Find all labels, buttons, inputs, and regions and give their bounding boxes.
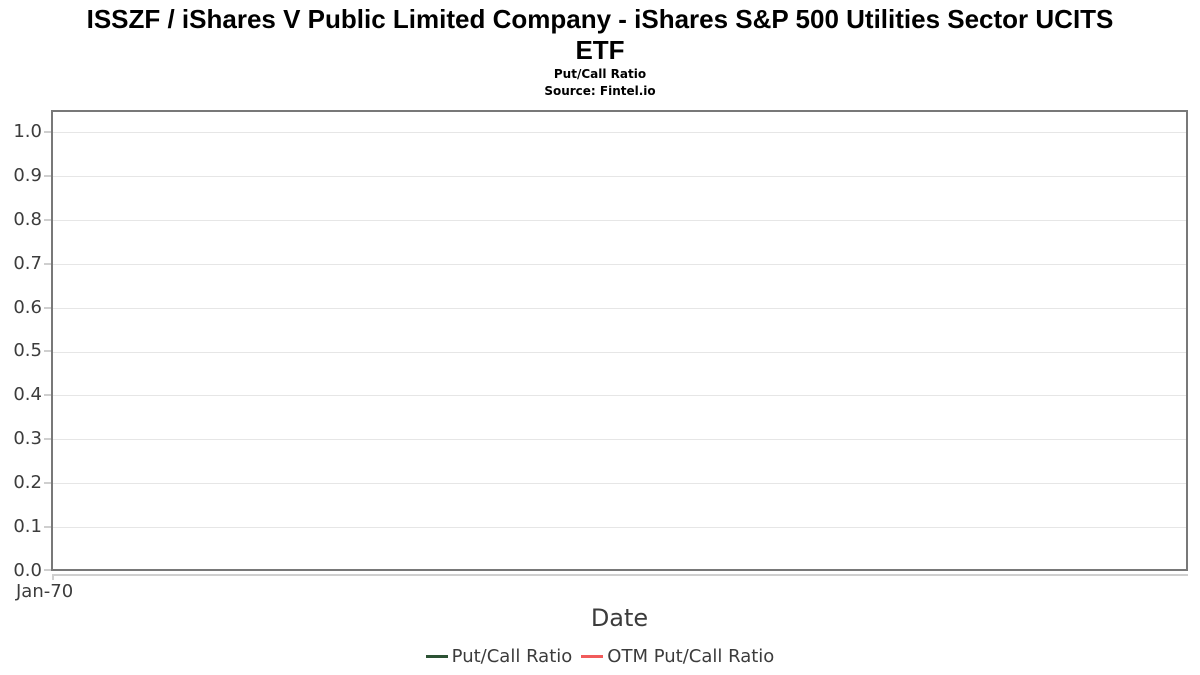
x-axis-title: Date [590, 604, 649, 632]
y-axis-ticks [44, 110, 51, 571]
gridline [53, 527, 1186, 528]
putcall-line-swatch-icon [425, 655, 448, 658]
y-tick-label: 0.7 [13, 253, 42, 274]
legend-label-otm-putcall: OTM Put/Call Ratio [607, 646, 775, 667]
y-tick [44, 263, 51, 265]
chart-title-line1: ISSZF / iShares V Public Limited Company… [86, 4, 1114, 34]
chart-legend: Put/Call Ratio OTM Put/Call Ratio [0, 646, 1200, 667]
y-tick-label: 0.3 [13, 428, 42, 449]
y-tick [44, 482, 51, 484]
legend-label-putcall: Put/Call Ratio [451, 646, 573, 667]
y-tick [44, 307, 51, 309]
y-tick-label: 1.0 [13, 121, 42, 142]
y-tick [44, 131, 51, 133]
plot-area [51, 110, 1188, 571]
gridline [53, 220, 1186, 221]
x-tick [52, 574, 54, 580]
x-axis-line [52, 574, 1188, 576]
gridline [53, 132, 1186, 133]
x-tick-label: Jan-70 [16, 581, 74, 602]
y-tick [44, 394, 51, 396]
y-axis-labels: 1.0 0.9 0.8 0.7 0.6 0.5 0.4 0.3 0.2 0.1 … [0, 110, 42, 581]
legend-item-otm-putcall: OTM Put/Call Ratio [581, 646, 774, 667]
chart-title-line2: ETF [575, 35, 625, 65]
y-tick-label: 0.9 [13, 165, 42, 186]
y-tick [44, 526, 51, 528]
y-tick-label: 0.5 [13, 340, 42, 361]
y-tick-label: 0.4 [13, 384, 42, 405]
otm-putcall-line-swatch-icon [581, 655, 604, 658]
y-tick [44, 219, 51, 221]
y-tick-label: 0.1 [13, 516, 42, 537]
gridline [53, 308, 1186, 309]
gridline [53, 395, 1186, 396]
y-tick [44, 175, 51, 177]
gridline [53, 352, 1186, 353]
y-tick [44, 438, 51, 440]
y-tick-label: 0.2 [13, 472, 42, 493]
y-tick [44, 569, 51, 571]
chart-title: ISSZF / iShares V Public Limited Company… [0, 4, 1200, 66]
gridline [53, 264, 1186, 265]
y-tick-label: 0.6 [13, 297, 42, 318]
chart-subtitle: Put/Call Ratio [553, 67, 647, 81]
y-tick [44, 350, 51, 352]
gridline [53, 176, 1186, 177]
y-tick-label: 0.8 [13, 209, 42, 230]
gridline [53, 439, 1186, 440]
chart-source: Source: Fintel.io [544, 84, 656, 98]
y-tick-label: 0.0 [13, 560, 42, 581]
legend-item-putcall: Put/Call Ratio [425, 646, 573, 667]
gridline [53, 483, 1186, 484]
